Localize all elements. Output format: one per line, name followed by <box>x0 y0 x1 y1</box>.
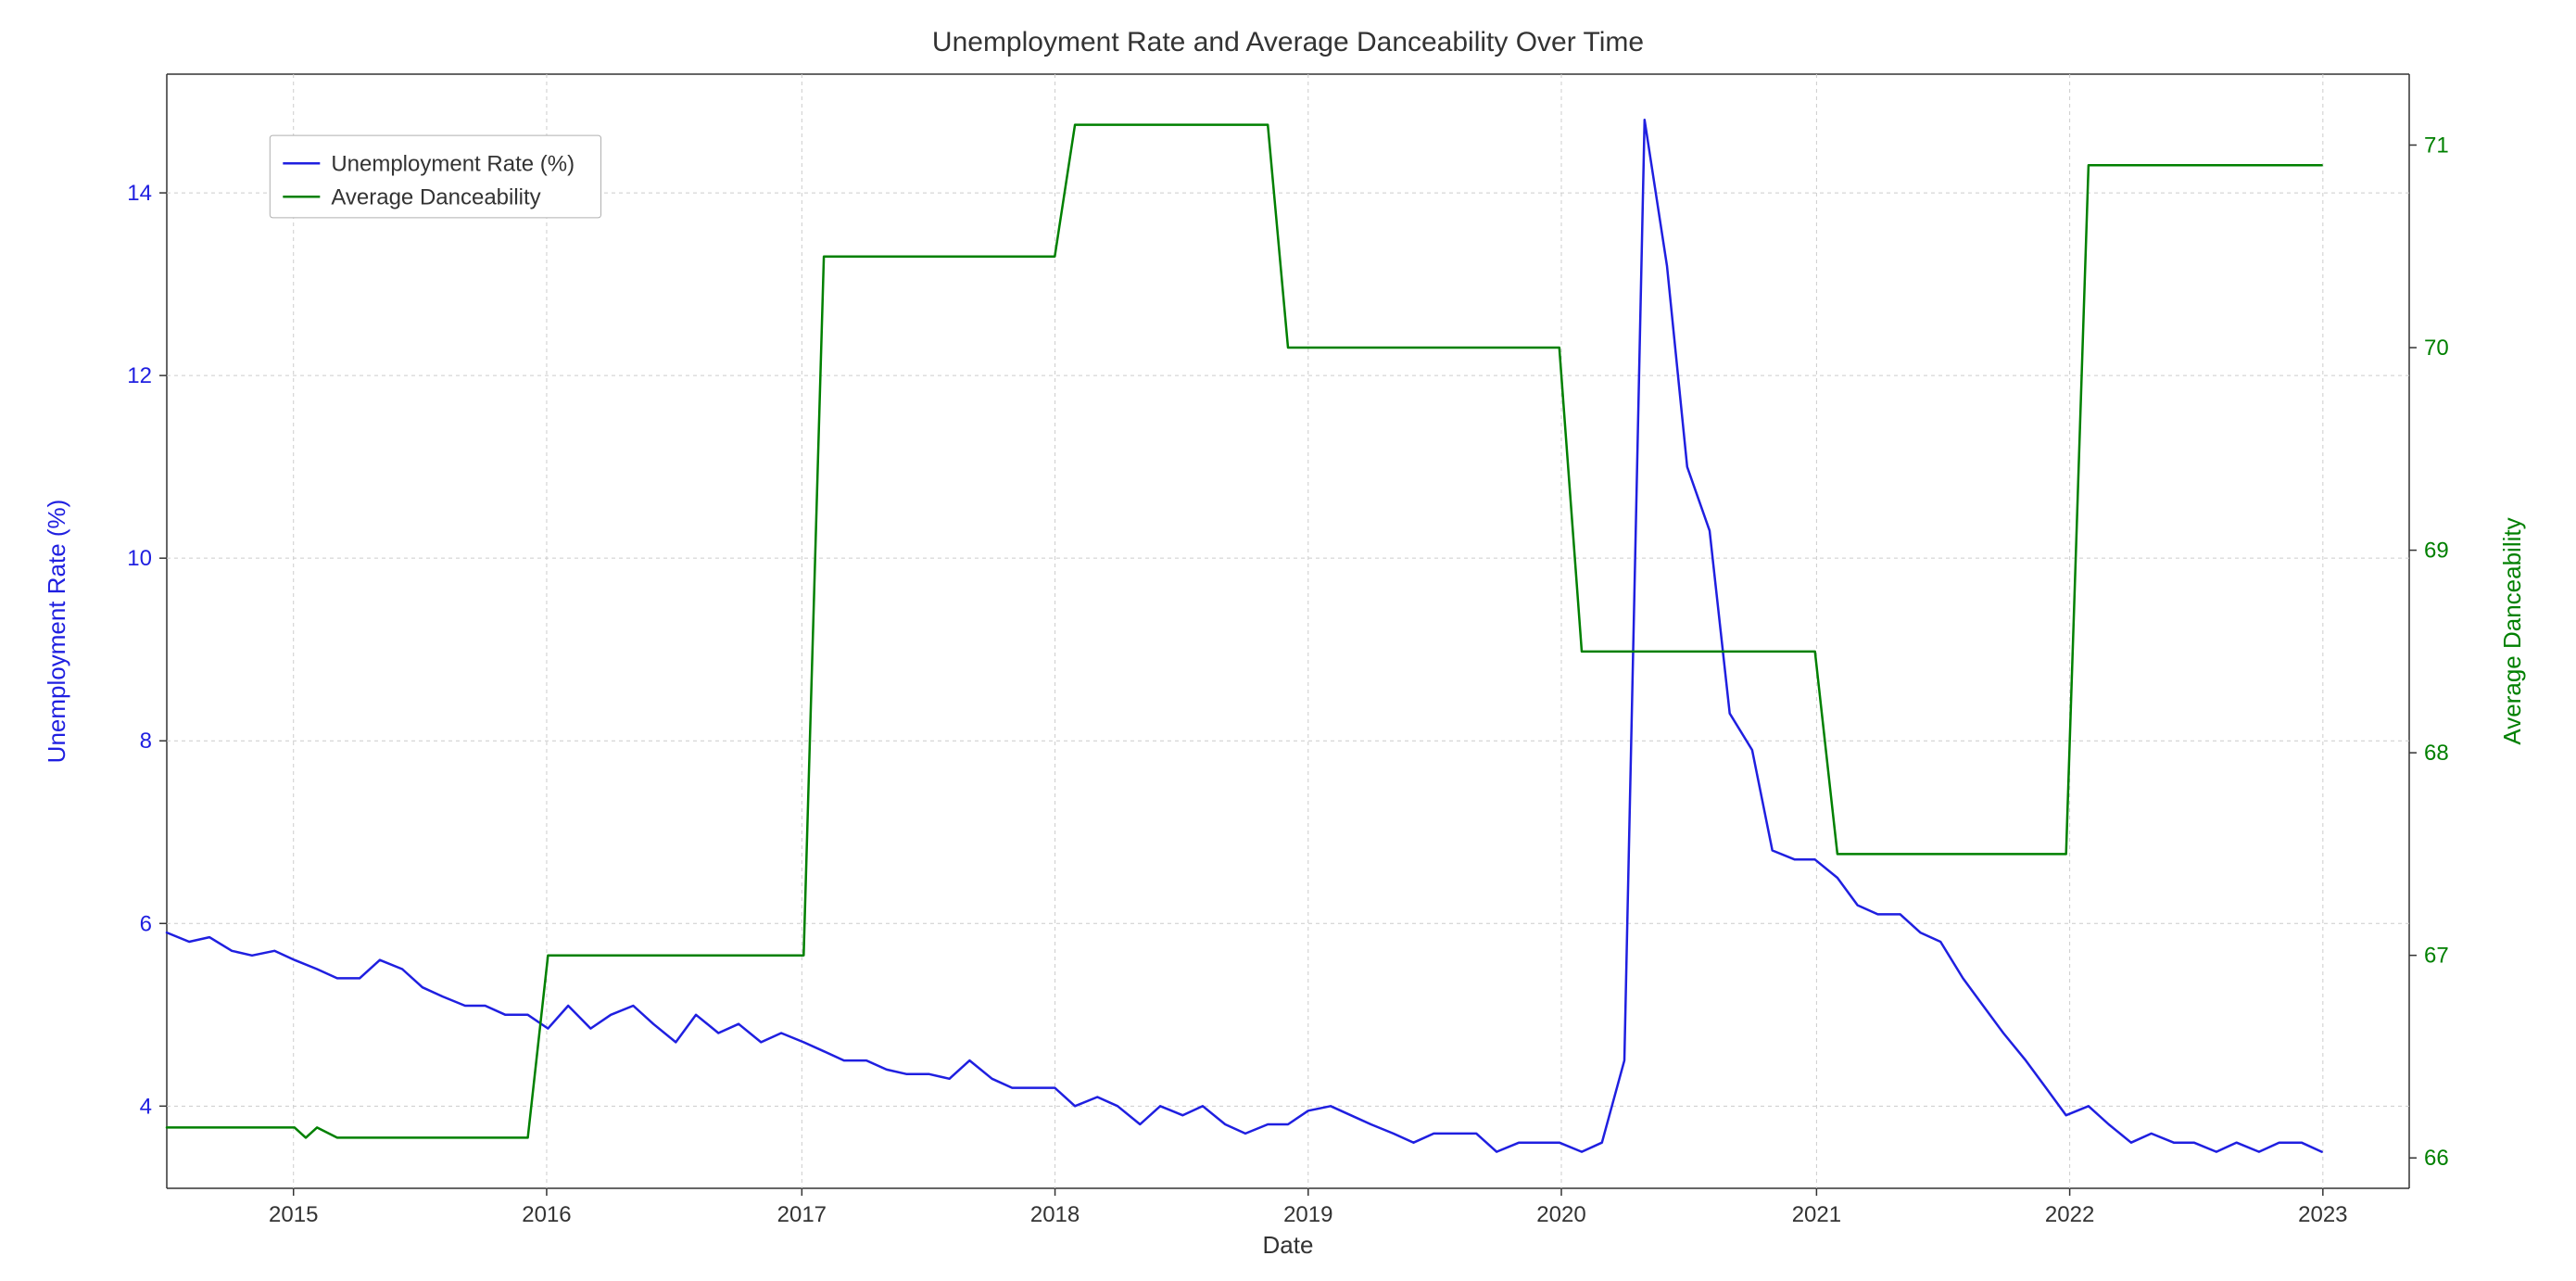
y-left-tick-label: 6 <box>140 911 152 936</box>
x-tick-label: 2020 <box>1536 1202 1585 1227</box>
x-tick-label: 2018 <box>1030 1202 1080 1227</box>
y-right-tick-label: 67 <box>2424 944 2449 969</box>
x-tick-label: 2021 <box>1792 1202 1841 1227</box>
chart-svg: Unemployment Rate and Average Danceabili… <box>19 19 2557 1262</box>
y-left-tick-label: 4 <box>140 1094 152 1119</box>
y-right-tick-label: 66 <box>2424 1146 2449 1171</box>
y-right-axis-label: Average Danceability <box>2498 517 2526 744</box>
legend-label: Average Danceability <box>331 184 540 209</box>
series-line <box>167 120 2322 1151</box>
y-left-tick-label: 14 <box>127 181 152 206</box>
y-right-tick-label: 68 <box>2424 741 2449 766</box>
chart-title: Unemployment Rate and Average Danceabili… <box>932 27 1644 57</box>
x-tick-label: 2023 <box>2298 1202 2347 1227</box>
y-left-tick-label: 12 <box>127 363 152 388</box>
legend-label: Unemployment Rate (%) <box>331 151 575 176</box>
y-left-axis-label: Unemployment Rate (%) <box>43 500 70 764</box>
series-line <box>167 125 2322 1138</box>
y-left-tick-label: 10 <box>127 546 152 571</box>
y-right-tick-label: 69 <box>2424 539 2449 564</box>
x-tick-label: 2022 <box>2045 1202 2094 1227</box>
x-tick-label: 2016 <box>522 1202 571 1227</box>
x-tick-label: 2019 <box>1283 1202 1332 1227</box>
y-right-tick-label: 70 <box>2424 336 2449 361</box>
chart-container: Unemployment Rate and Average Danceabili… <box>19 19 2557 1262</box>
x-tick-label: 2015 <box>269 1202 318 1227</box>
y-right-tick-label: 71 <box>2424 133 2449 158</box>
x-tick-label: 2017 <box>777 1202 827 1227</box>
y-left-tick-label: 8 <box>140 729 152 754</box>
x-axis-label: Date <box>1263 1231 1314 1259</box>
